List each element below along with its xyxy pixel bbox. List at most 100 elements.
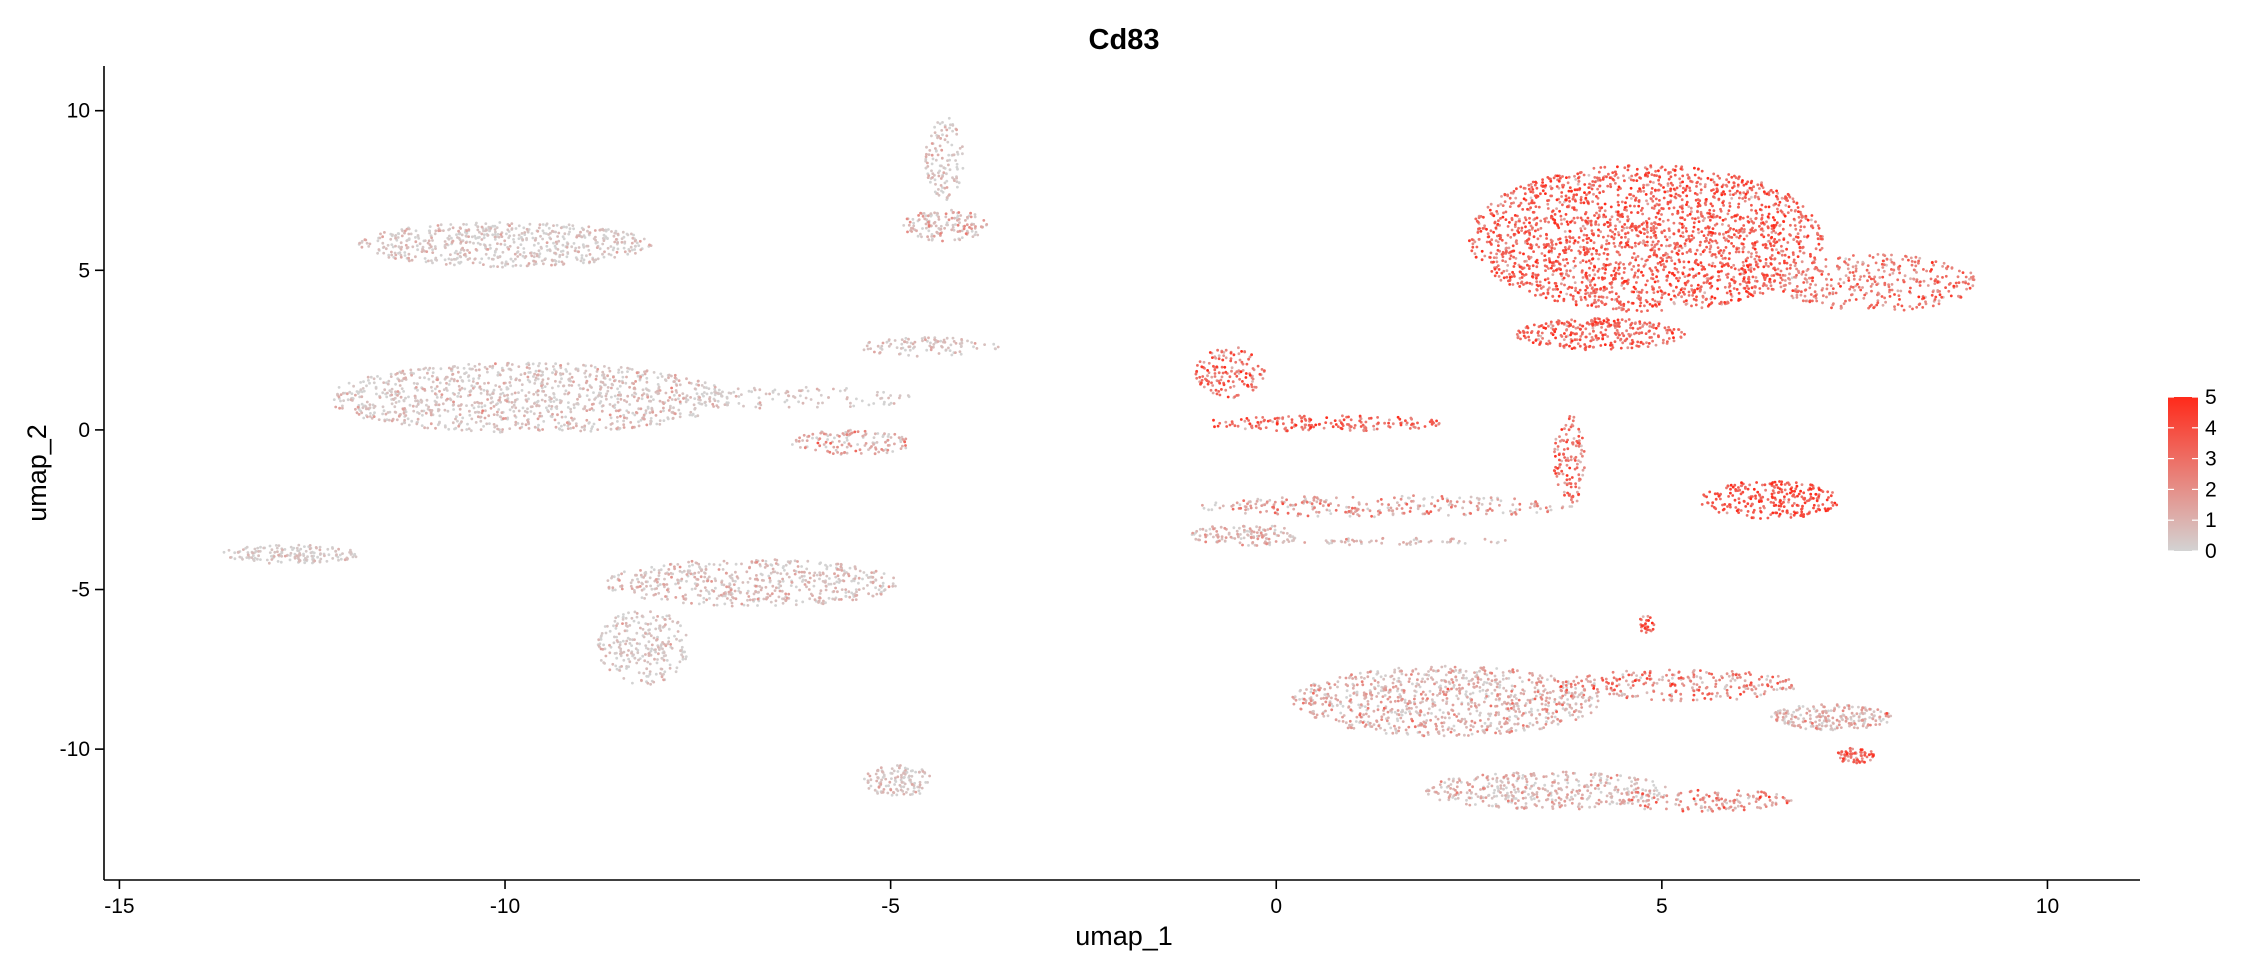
cell-point (1621, 673, 1625, 677)
cell-point (1391, 681, 1395, 685)
cell-point (1697, 231, 1701, 235)
cell-point (1504, 794, 1507, 797)
cell-point (403, 421, 407, 425)
cell-point (855, 397, 858, 401)
cell-point (582, 261, 585, 265)
cell-point (737, 586, 741, 590)
cell-point (1455, 694, 1459, 698)
cell-point (693, 571, 697, 575)
cell-point (412, 409, 416, 413)
cell-point (426, 426, 430, 430)
cell-point (1498, 722, 1501, 726)
cell-point (579, 429, 583, 433)
cell-point (451, 365, 455, 368)
cell-point (588, 253, 592, 256)
cell-point (544, 393, 548, 397)
cell-point (641, 388, 645, 392)
cell-point (1792, 710, 1796, 714)
cell-point (479, 243, 482, 246)
cell-point (649, 419, 653, 423)
cell-point (1239, 537, 1243, 540)
cell-point (1595, 705, 1598, 709)
cell-point (554, 259, 558, 263)
cell-point (389, 372, 393, 376)
cell-point (1542, 726, 1546, 729)
cell-point (1498, 686, 1501, 689)
cell-point (868, 340, 871, 344)
cell-point (774, 599, 778, 603)
cell-point (559, 372, 562, 375)
cell-point (1364, 712, 1368, 716)
cell-point (873, 350, 876, 354)
cell-point (1614, 785, 1618, 789)
cell-point (721, 568, 725, 571)
cell-point (1595, 694, 1599, 698)
cell-point (804, 385, 808, 389)
cell-point (867, 403, 871, 407)
cell-point (560, 428, 564, 432)
cell-point (611, 662, 615, 666)
cell-point (1589, 791, 1593, 795)
cell-point (818, 571, 822, 575)
cell-point (368, 381, 371, 385)
cell-point (945, 186, 949, 189)
cell-point (493, 235, 497, 239)
cell-point (1233, 537, 1237, 540)
cell-point (438, 389, 441, 393)
cell-point (1627, 683, 1630, 687)
cell-point (1499, 784, 1503, 787)
cell-point (939, 184, 943, 187)
cell-point (603, 365, 606, 368)
cell-point (1655, 682, 1659, 685)
cell-point (434, 229, 438, 233)
cell-point (510, 401, 514, 404)
cell-point (1370, 697, 1373, 701)
cell-point (1432, 786, 1436, 789)
cell-point (1549, 691, 1552, 694)
cell-point (1770, 803, 1774, 807)
cell-point (427, 259, 430, 263)
cell-point (564, 389, 568, 393)
cell-point (596, 257, 600, 261)
cell-point (536, 373, 540, 377)
cell-point (1426, 711, 1430, 715)
cell-point (453, 427, 456, 431)
cell-point (562, 262, 566, 266)
cell-point (1360, 676, 1363, 679)
cell-point (619, 652, 622, 656)
cell-point (920, 786, 924, 790)
cell-point (360, 402, 364, 406)
cell-point (649, 395, 653, 399)
cell-point (1542, 689, 1546, 693)
cell-point (1462, 500, 1466, 504)
cell-point (533, 382, 537, 385)
cell-point (1219, 525, 1223, 529)
cell-point (458, 261, 462, 265)
cell-point (457, 229, 460, 233)
cell-point (600, 409, 604, 413)
cell-point (617, 391, 621, 394)
cell-point (1368, 721, 1372, 725)
cell-point (788, 561, 791, 564)
cell-point (525, 399, 529, 403)
cell-point (613, 231, 617, 235)
cell-point (1449, 783, 1453, 786)
cell-point (936, 212, 939, 215)
cell-point (1403, 698, 1407, 702)
cell-point (1221, 504, 1225, 508)
cell-point (612, 575, 616, 579)
cell-point (1733, 678, 1737, 682)
cell-point (572, 227, 575, 231)
cell-point (625, 653, 629, 657)
cell-point (617, 368, 621, 372)
cell-point (866, 772, 870, 776)
cell-point (730, 604, 734, 608)
cell-point (608, 643, 611, 647)
cell-point (1483, 672, 1487, 676)
cell-point (664, 379, 668, 382)
cell-point (1878, 276, 1882, 279)
cell-point (1577, 792, 1580, 795)
cell-point (1699, 806, 1703, 810)
cell-point (459, 255, 463, 259)
cell-point (1772, 688, 1776, 691)
